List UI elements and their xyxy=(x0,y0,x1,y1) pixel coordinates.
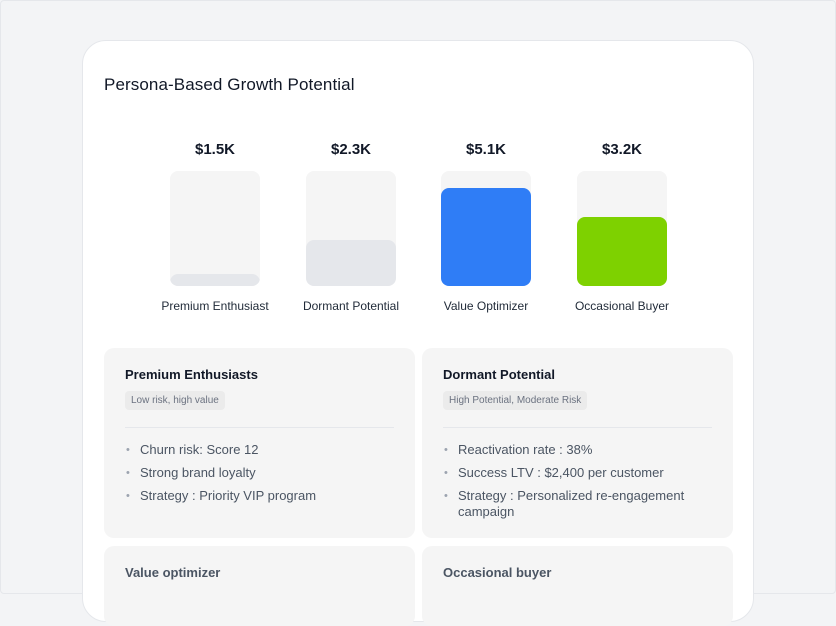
bar-value-label: $5.1K xyxy=(465,141,507,158)
panel-divider xyxy=(443,427,712,428)
risk-tag: High Potential, Moderate Risk xyxy=(443,391,588,410)
category-label: Value Optimizer xyxy=(443,299,529,313)
bar xyxy=(577,217,667,286)
panel-list: • Churn risk: Score 12 • Strong brand loya… xyxy=(125,442,394,511)
panel-title: Dormant Potential xyxy=(443,367,555,382)
bar-track xyxy=(170,171,260,286)
persona-panel-occasional-buyer: Occasional buyer xyxy=(422,546,733,626)
persona-panel-value-optimizer: Value optimizer xyxy=(104,546,415,626)
growth-potential-card: Persona-Based Growth Potential $1.5K Prem… xyxy=(82,40,754,626)
bullet-icon: • xyxy=(444,490,448,502)
card-title: Persona-Based Growth Potential xyxy=(104,75,355,94)
bar-track xyxy=(441,171,531,286)
bar xyxy=(170,274,260,286)
bar-value-label: $2.3K xyxy=(330,141,372,158)
panel-title: Premium Enthusiasts xyxy=(125,367,258,382)
list-item: • Strategy : Priority VIP program xyxy=(126,488,317,503)
persona-panel-dormant: Dormant Potential High Potential, Modera… xyxy=(422,348,733,538)
bar-value-label: $1.5K xyxy=(194,141,236,158)
bullet-icon: • xyxy=(126,444,130,456)
list-item: • Churn risk: Score 12 xyxy=(126,442,259,457)
panel-title: Occasional buyer xyxy=(443,565,552,580)
panel-title: Value optimizer xyxy=(125,565,221,580)
category-label: Occasional Buyer xyxy=(574,299,670,313)
list-item: • Strategy : Personalized re-engagement c… xyxy=(444,488,685,519)
list-item: • Strong brand loyalty xyxy=(126,465,256,480)
bullet-icon: • xyxy=(444,467,448,479)
persona-panel-premium: Premium Enthusiasts Low risk, high value… xyxy=(104,348,415,538)
bar-track xyxy=(577,171,667,286)
panel-list: • Reactivation rate : 38% • Success LTV : … xyxy=(443,442,712,527)
bar xyxy=(306,240,396,286)
bullet-icon: • xyxy=(444,444,448,456)
bullet-icon: • xyxy=(126,490,130,502)
list-item: • Success LTV : $2,400 per customer xyxy=(444,465,664,480)
category-label: Premium Enthusiast xyxy=(161,299,269,313)
risk-tag: Low risk, high value xyxy=(125,391,225,410)
bar xyxy=(441,188,531,286)
category-label: Dormant Potential xyxy=(302,299,400,313)
bar-track xyxy=(306,171,396,286)
bullet-icon: • xyxy=(126,467,130,479)
panel-divider xyxy=(125,427,394,428)
bar-value-label: $3.2K xyxy=(601,141,643,158)
list-item: • Reactivation rate : 38% xyxy=(444,442,593,457)
